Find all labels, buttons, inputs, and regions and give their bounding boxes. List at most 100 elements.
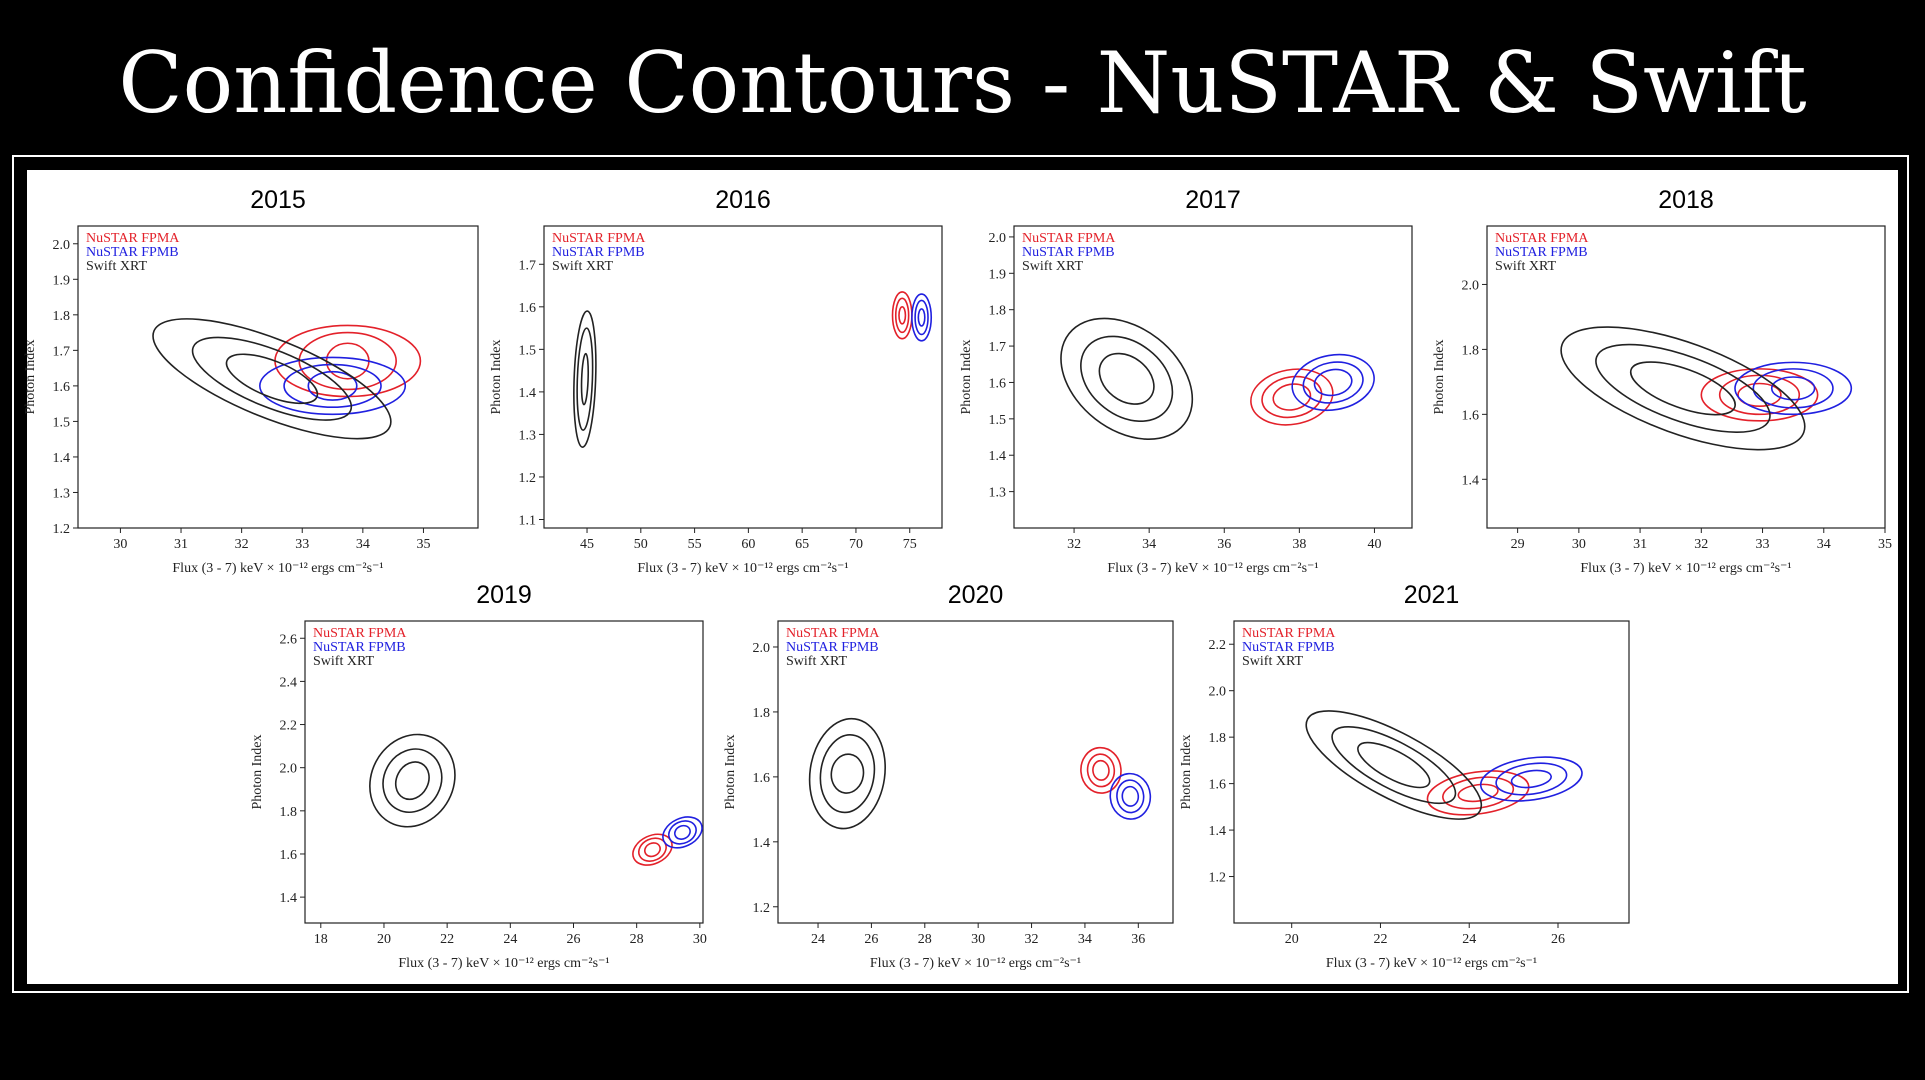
- legend-entry: NuSTAR FPMA: [313, 626, 407, 641]
- chart-title: 2017: [1185, 186, 1241, 214]
- contour-nustar-fpma: [1426, 770, 1530, 816]
- y-tick-label: 1.8: [280, 805, 298, 820]
- y-tick-label: 1.4: [1462, 473, 1480, 488]
- contour-nustar-fpmb: [1302, 361, 1364, 404]
- contour-swift-xrt: [1098, 352, 1155, 405]
- contour-nustar-fpma: [894, 297, 910, 334]
- x-tick-label: 20: [377, 932, 391, 947]
- legend-entry: Swift XRT: [86, 259, 147, 274]
- contour-nustar-fpma: [298, 331, 397, 391]
- legend-entry: NuSTAR FPMB: [552, 245, 645, 260]
- y-axis-label: Photon Index: [1179, 734, 1194, 809]
- plot-area: [1013, 225, 1413, 529]
- y-tick-label: 1.9: [53, 273, 71, 288]
- legend-entry: NuSTAR FPMB: [786, 640, 879, 655]
- legend-entry: NuSTAR FPMA: [86, 231, 180, 246]
- y-tick-label: 1.8: [53, 309, 71, 324]
- contour-nustar-fpmb: [1510, 769, 1552, 789]
- x-tick-label: 35: [416, 537, 430, 552]
- y-axis-label: Photon Index: [723, 734, 738, 809]
- y-axis-label: Photon Index: [250, 734, 265, 809]
- contour-swift-xrt: [1080, 335, 1174, 422]
- contour-swift-xrt: [576, 327, 594, 431]
- legend-entry: NuSTAR FPMB: [313, 640, 406, 655]
- contour-nustar-fpmb: [662, 816, 703, 849]
- x-tick-label: 31: [1633, 537, 1647, 552]
- contour-nustar-fpmb: [914, 299, 929, 336]
- contour-nustar-fpma: [637, 837, 667, 862]
- legend-entry: Swift XRT: [313, 654, 374, 669]
- x-tick-label: 29: [1511, 537, 1525, 552]
- contour-swift-xrt: [394, 761, 430, 801]
- x-tick-label: 36: [1217, 537, 1231, 552]
- x-tick-label: 26: [1551, 932, 1565, 947]
- y-tick-label: 2.0: [753, 641, 771, 656]
- y-tick-label: 2.6: [280, 632, 298, 647]
- x-tick-label: 34: [356, 537, 370, 552]
- y-tick-label: 1.7: [519, 258, 537, 273]
- legend-entry: NuSTAR FPMA: [552, 231, 646, 246]
- chart-2020: 2020 24 26 28 30 32 34 36 1.2 1.4 1.6 1.8 2.0 Flux (3…: [723, 581, 1174, 971]
- y-tick-label: 1.4: [1209, 824, 1227, 839]
- y-tick-label: 1.2: [53, 522, 71, 537]
- y-tick-label: 2.0: [280, 762, 298, 777]
- x-tick-label: 38: [1292, 537, 1306, 552]
- y-axis-label: Photon Index: [489, 339, 504, 414]
- y-tick-label: 1.4: [53, 451, 71, 466]
- y-tick-label: 1.1: [519, 513, 537, 528]
- x-axis-label: Flux (3 - 7) keV × 10⁻¹² ergs cm⁻²s⁻¹: [637, 561, 848, 576]
- contour-swift-xrt: [1060, 317, 1194, 440]
- contour-swift-xrt: [1331, 725, 1457, 805]
- contour-swift-xrt: [382, 748, 443, 813]
- x-tick-label: 22: [1373, 932, 1387, 947]
- x-tick-label: 40: [1367, 537, 1381, 552]
- y-tick-label: 2.0: [1462, 278, 1480, 293]
- y-tick-label: 1.2: [753, 901, 771, 916]
- x-tick-label: 32: [1067, 537, 1081, 552]
- x-tick-label: 30: [113, 537, 127, 552]
- y-tick-label: 1.6: [753, 771, 771, 786]
- contour-nustar-fpma: [1261, 375, 1323, 419]
- chart-title: 2019: [476, 581, 532, 609]
- x-tick-label: 32: [235, 537, 249, 552]
- figure-frame: [12, 155, 1909, 993]
- x-axis-label: Flux (3 - 7) keV × 10⁻¹² ergs cm⁻²s⁻¹: [1107, 561, 1318, 576]
- contour-nustar-fpma: [1086, 753, 1116, 788]
- y-axis-label: Photon Index: [23, 339, 38, 414]
- contour-nustar-fpmb: [1313, 368, 1353, 397]
- contour-swift-xrt: [369, 733, 456, 828]
- contour-swift-xrt: [225, 353, 319, 405]
- y-tick-label: 1.4: [989, 449, 1007, 464]
- x-tick-label: 50: [634, 537, 648, 552]
- legend-entry: NuSTAR FPMB: [86, 245, 179, 260]
- legend-entry: Swift XRT: [1495, 259, 1556, 274]
- contour-swift-xrt: [819, 734, 876, 814]
- contour-nustar-fpma: [1442, 776, 1515, 810]
- x-tick-label: 26: [864, 932, 878, 947]
- contour-nustar-fpmb: [259, 356, 407, 416]
- x-tick-label: 28: [918, 932, 932, 947]
- contour-nustar-fpma: [632, 833, 673, 866]
- y-tick-label: 2.0: [53, 238, 71, 253]
- chart-title: 2015: [250, 186, 306, 214]
- y-tick-label: 1.5: [989, 413, 1007, 428]
- chart-2019: 2019 18 20 22 24 26 28 30 1.4 1.6 1.8 2.0 2.2 2.4 2.6 F…: [250, 581, 707, 971]
- y-tick-label: 1.4: [519, 386, 537, 401]
- contour-nustar-fpmb: [1291, 353, 1375, 412]
- x-tick-label: 32: [1694, 537, 1708, 552]
- y-tick-label: 2.0: [989, 231, 1007, 246]
- chart-title: 2016: [715, 186, 771, 214]
- contour-nustar-fpmb: [1495, 762, 1568, 796]
- x-tick-label: 28: [630, 932, 644, 947]
- legend-entry: NuSTAR FPMB: [1495, 245, 1588, 260]
- y-tick-label: 1.6: [53, 380, 71, 395]
- x-tick-label: 20: [1285, 932, 1299, 947]
- y-tick-label: 1.8: [753, 706, 771, 721]
- x-tick-label: 34: [1078, 932, 1092, 947]
- x-tick-label: 26: [566, 932, 580, 947]
- figure-panel: [27, 170, 1898, 984]
- legend-entry: NuSTAR FPMA: [786, 626, 880, 641]
- y-tick-label: 1.7: [53, 344, 71, 359]
- x-tick-label: 18: [314, 932, 328, 947]
- x-tick-label: 34: [1817, 537, 1831, 552]
